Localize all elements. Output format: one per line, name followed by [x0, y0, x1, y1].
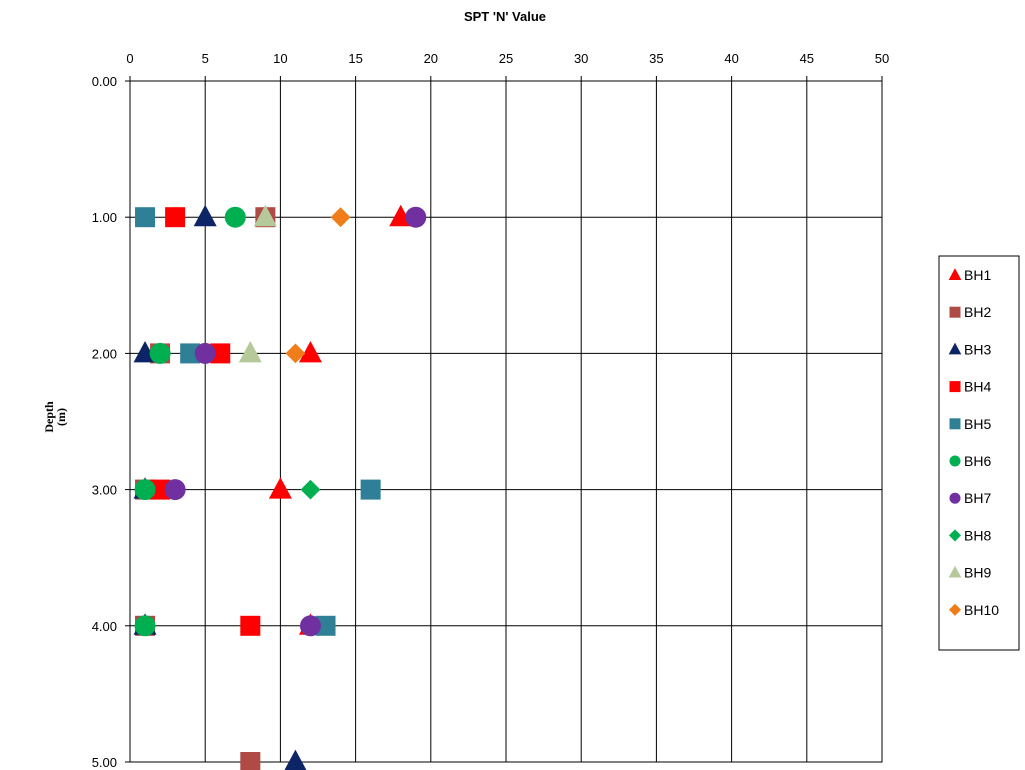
legend-marker-bh9 [948, 565, 962, 578]
marker-bh6 [149, 342, 171, 364]
y-axis-label-line2: (m) [54, 408, 68, 426]
legend-marker-bh10 [948, 603, 962, 616]
x-tick-label: 5 [202, 51, 209, 66]
legend-label-bh10: BH10 [964, 602, 999, 618]
marker-bh1 [298, 341, 322, 363]
marker-bh9 [238, 341, 262, 363]
legend-label-bh6: BH6 [964, 453, 991, 469]
marker-bh4 [150, 479, 171, 500]
x-tick-label: 30 [574, 51, 588, 66]
marker-bh3 [193, 204, 217, 227]
y-tick-label: 5.00 [92, 755, 117, 770]
legend-label-bh3: BH3 [964, 341, 991, 357]
data-markers [133, 204, 427, 770]
x-tick-label: 25 [499, 51, 513, 66]
x-tick-label: 40 [724, 51, 738, 66]
marker-bh4 [210, 343, 231, 364]
series-bh1 [268, 204, 413, 635]
gridlines [125, 76, 883, 763]
legend-label-bh7: BH7 [964, 490, 991, 506]
legend: BH1 BH2 BH3 BH4 BH5 BH6 BH7 BH8 BH9 BH10 [938, 255, 1020, 651]
y-tick-label: 2.00 [92, 346, 117, 361]
legend-label-bh9: BH9 [964, 565, 991, 581]
marker-bh9 [253, 204, 277, 227]
marker-bh2 [240, 752, 261, 770]
series-bh6 [134, 206, 246, 637]
legend-marker-bh8 [948, 529, 962, 542]
chart-title: SPT 'N' Value [464, 9, 546, 24]
marker-bh10 [285, 343, 306, 364]
legend-label-bh8: BH8 [964, 527, 991, 543]
x-tick-label: 45 [800, 51, 814, 66]
legend-marker-bh5 [949, 418, 961, 430]
marker-bh5 [315, 615, 336, 636]
marker-bh6 [224, 206, 246, 228]
legend-label-bh2: BH2 [964, 304, 991, 320]
legend-marker-bh7 [949, 492, 961, 504]
legend-marker-bh6 [949, 455, 961, 467]
legend-label-bh1: BH1 [964, 267, 991, 283]
x-tick-label: 20 [424, 51, 438, 66]
x-tick-label: 50 [875, 51, 889, 66]
y-tick-label: 3.00 [92, 483, 117, 498]
marker-bh7 [405, 206, 427, 228]
legend-label-bh5: BH5 [964, 416, 991, 432]
marker-bh7 [299, 615, 321, 637]
series-bh8 [300, 479, 321, 500]
y-axis-label-line1: Depth [42, 401, 56, 433]
marker-bh4 [240, 615, 261, 636]
legend-box [938, 255, 1020, 651]
legend-label-bh4: BH4 [964, 379, 991, 395]
y-tick-label: 0.00 [92, 74, 117, 89]
x-tick-label: 10 [273, 51, 287, 66]
marker-bh4 [165, 207, 186, 228]
marker-bh5 [360, 479, 381, 500]
marker-bh3 [284, 749, 307, 770]
y-tick-labels: 0.00 1.00 2.00 3.00 4.00 5.00 [92, 74, 117, 770]
y-tick-label: 1.00 [92, 210, 117, 225]
series-bh5 [135, 207, 381, 636]
marker-bh6 [134, 479, 156, 501]
legend-marker-bh1 [948, 268, 962, 280]
series-bh10 [285, 207, 351, 364]
x-tick-labels: 0 5 10 15 20 25 30 35 40 45 50 [126, 51, 889, 66]
x-tick-label: 35 [649, 51, 663, 66]
x-tick-label: 0 [126, 51, 133, 66]
marker-bh5 [135, 207, 156, 228]
marker-bh10 [330, 207, 351, 228]
marker-bh6 [134, 615, 156, 637]
y-tick-label: 4.00 [92, 619, 117, 634]
marker-bh1 [268, 477, 292, 499]
marker-bh7 [164, 479, 186, 501]
series-bh9 [238, 204, 277, 363]
legend-marker-bh3 [948, 342, 962, 355]
y-axis-label: Depth (m) [42, 401, 68, 433]
series-bh4 [150, 207, 261, 636]
marker-bh8 [300, 479, 321, 500]
marker-bh5 [180, 343, 201, 364]
plot-area [129, 80, 883, 763]
legend-marker-bh2 [949, 306, 961, 318]
series-bh7 [164, 206, 427, 637]
x-tick-label: 15 [348, 51, 362, 66]
marker-bh7 [194, 342, 216, 364]
legend-marker-bh4 [949, 381, 961, 393]
